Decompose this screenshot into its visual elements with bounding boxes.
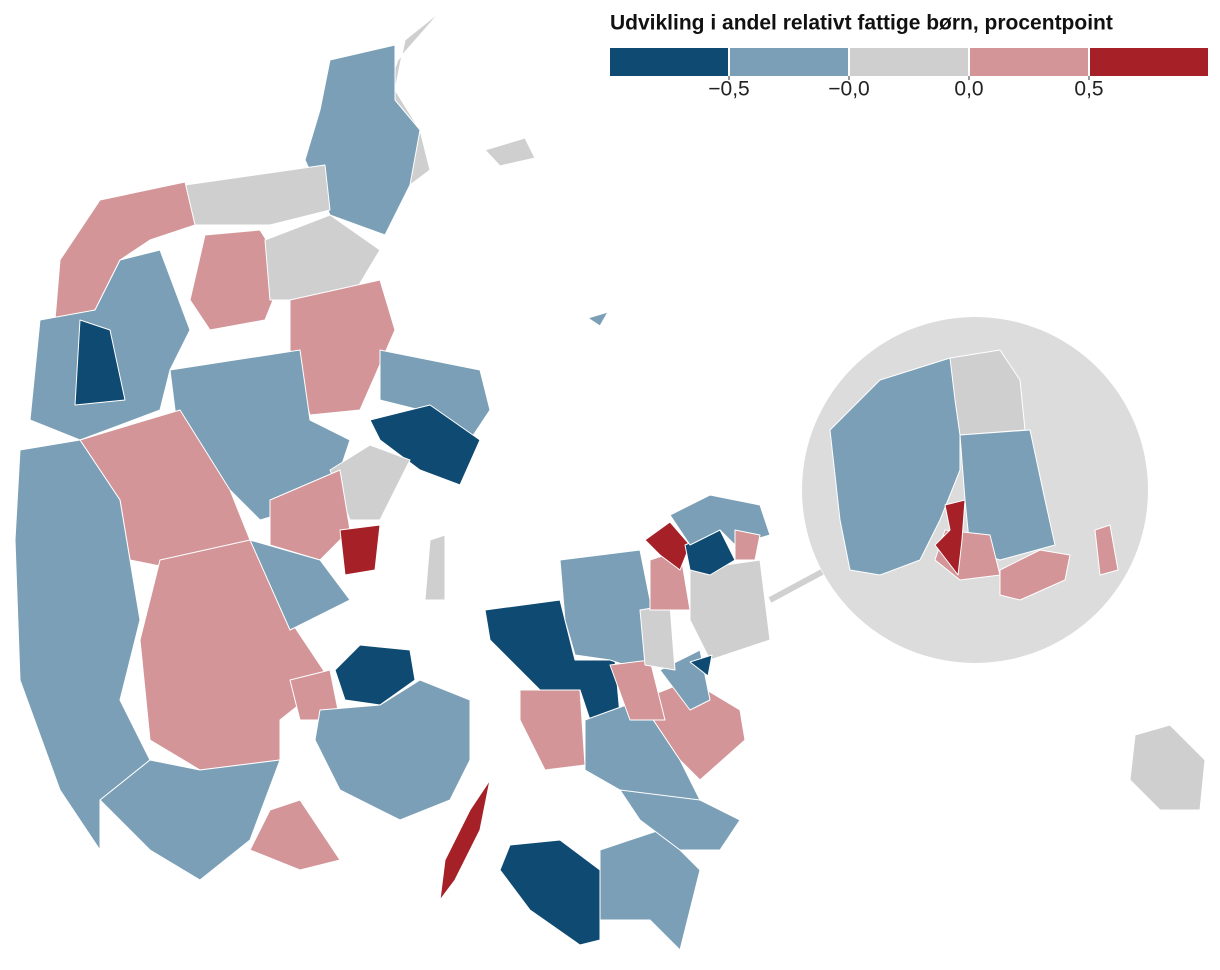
legend-swatch (730, 48, 848, 76)
municipality (587, 311, 609, 327)
legend-label: 0,5 (1074, 78, 1103, 101)
municipality (424, 534, 446, 601)
legend-label: −0,5 (708, 78, 749, 101)
municipality (639, 604, 676, 671)
municipality (189, 229, 286, 331)
legend-swatch (1090, 48, 1208, 76)
municipality (289, 279, 396, 416)
municipality (499, 839, 601, 946)
municipality (999, 549, 1071, 601)
municipality (484, 137, 536, 167)
municipality (619, 789, 741, 851)
municipality (74, 319, 126, 406)
municipality (1094, 524, 1119, 576)
inset-connector (768, 569, 824, 603)
legend-swatch (850, 48, 968, 76)
legend-swatch (970, 48, 1088, 76)
legend-label: 0,0 (954, 78, 983, 101)
municipality (339, 524, 381, 576)
municipality (689, 559, 771, 661)
municipality (249, 539, 351, 631)
municipality (439, 779, 491, 901)
municipality (609, 659, 666, 721)
legend-title: Udvikling i andel relativt fattige børn,… (610, 12, 1113, 35)
municipality (644, 521, 691, 571)
municipality (314, 679, 471, 821)
municipality (934, 499, 966, 576)
municipality (959, 429, 1056, 561)
municipality (334, 644, 416, 706)
municipality (829, 357, 961, 576)
municipalities (14, 11, 1206, 951)
municipality (304, 44, 421, 236)
municipality (269, 469, 351, 561)
legend-swatch (610, 48, 728, 76)
municipality (249, 799, 341, 871)
municipality (99, 759, 281, 881)
municipality (734, 529, 761, 561)
legend-label: −0,0 (828, 78, 869, 101)
municipality (369, 404, 481, 486)
legend: −0,5 −0,0 0,0 0,5 (610, 48, 1208, 101)
municipality (689, 654, 713, 677)
municipality (1129, 724, 1206, 811)
municipality (519, 689, 586, 771)
municipality (184, 164, 331, 226)
